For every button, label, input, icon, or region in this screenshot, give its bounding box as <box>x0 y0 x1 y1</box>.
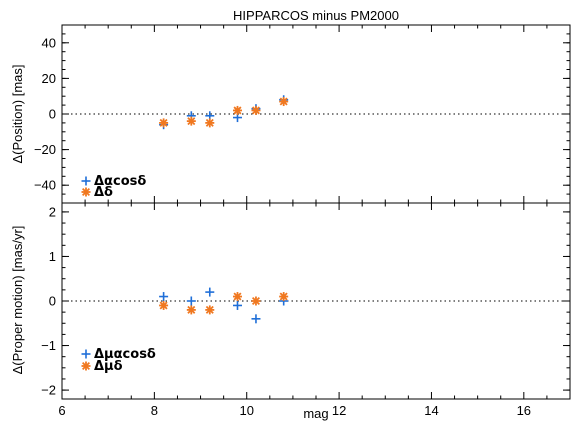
x-tick-label: 8 <box>151 403 158 418</box>
position-legend-marker-2 <box>81 187 91 197</box>
proper-motion-series-2-point <box>251 296 261 306</box>
proper-motion-panel: Δ(Proper motion) [mas/yr] mag 6 8 10 12 14 16… <box>10 202 571 421</box>
proper-motion-series-2-point <box>159 300 169 310</box>
position-y-tick-label: −20 <box>34 142 56 157</box>
legend-label-delta-delta: Δδ <box>94 185 113 200</box>
proper-motion-legend-marker-1 <box>81 349 91 359</box>
legend-label-delta-alpha-cos-delta: Δαcosδ <box>94 174 146 189</box>
position-series-2-point <box>279 97 289 107</box>
proper-motion-y-tick-label: 2 <box>49 204 56 219</box>
x-tick-label: 6 <box>58 403 65 418</box>
proper-motion-series-2-point <box>232 292 242 302</box>
proper-motion-series-2-point <box>186 305 196 315</box>
proper-motion-y-tick-label: 0 <box>49 294 56 309</box>
position-y-tick-label: 20 <box>42 71 56 86</box>
proper-motion-y-tick-label: −1 <box>41 338 56 353</box>
proper-motion-series-2-point <box>205 305 215 315</box>
position-legend-marker-1 <box>81 176 91 186</box>
position-y-tick-label: 40 <box>42 35 56 50</box>
position-series-2-point <box>232 105 242 115</box>
proper-motion-y-axis-label: Δ(Proper motion) [mas/yr] <box>10 226 25 375</box>
position-y-tick-label: 0 <box>49 107 56 122</box>
proper-motion-series-1-point <box>232 300 242 310</box>
position-series-2-point <box>186 116 196 126</box>
proper-motion-series-1-point <box>205 287 215 297</box>
position-legend: Δαcosδ Δδ <box>81 174 146 200</box>
proper-motion-legend-marker-2 <box>81 361 91 371</box>
proper-motion-legend: Δμαcosδ Δμδ <box>81 347 156 374</box>
x-tick-label: 10 <box>239 403 253 418</box>
proper-motion-y-tick-label: −2 <box>41 383 56 398</box>
proper-motion-series-1-point <box>159 292 169 302</box>
legend-label-delta-mu-alpha-cos-delta: Δμαcosδ <box>94 347 156 362</box>
proper-motion-plot-frame <box>61 202 571 400</box>
x-axis-label: mag <box>303 406 328 421</box>
x-tick-label: 16 <box>517 403 531 418</box>
chart-title: HIPPARCOS minus PM2000 <box>233 8 399 23</box>
proper-motion-series-2-point <box>279 292 289 302</box>
position-series-2-point <box>159 118 169 128</box>
position-series-2-point <box>205 118 215 128</box>
proper-motion-series-1-point <box>251 314 261 324</box>
position-y-axis-label: Δ(Position) [mas] <box>10 65 25 164</box>
legend-label-delta-mu-delta: Δμδ <box>94 359 123 374</box>
proper-motion-y-tick-label: 1 <box>49 249 56 264</box>
position-panel: Δ(Position) [mas] −40 −20 0 20 40 Δαcosδ Δδ <box>10 24 571 204</box>
position-series-2-point <box>251 105 261 115</box>
x-tick-label: 14 <box>424 403 438 418</box>
position-y-tick-label: −40 <box>34 178 56 193</box>
x-tick-label: 12 <box>332 403 346 418</box>
proper-motion-series-1-point <box>186 296 196 306</box>
